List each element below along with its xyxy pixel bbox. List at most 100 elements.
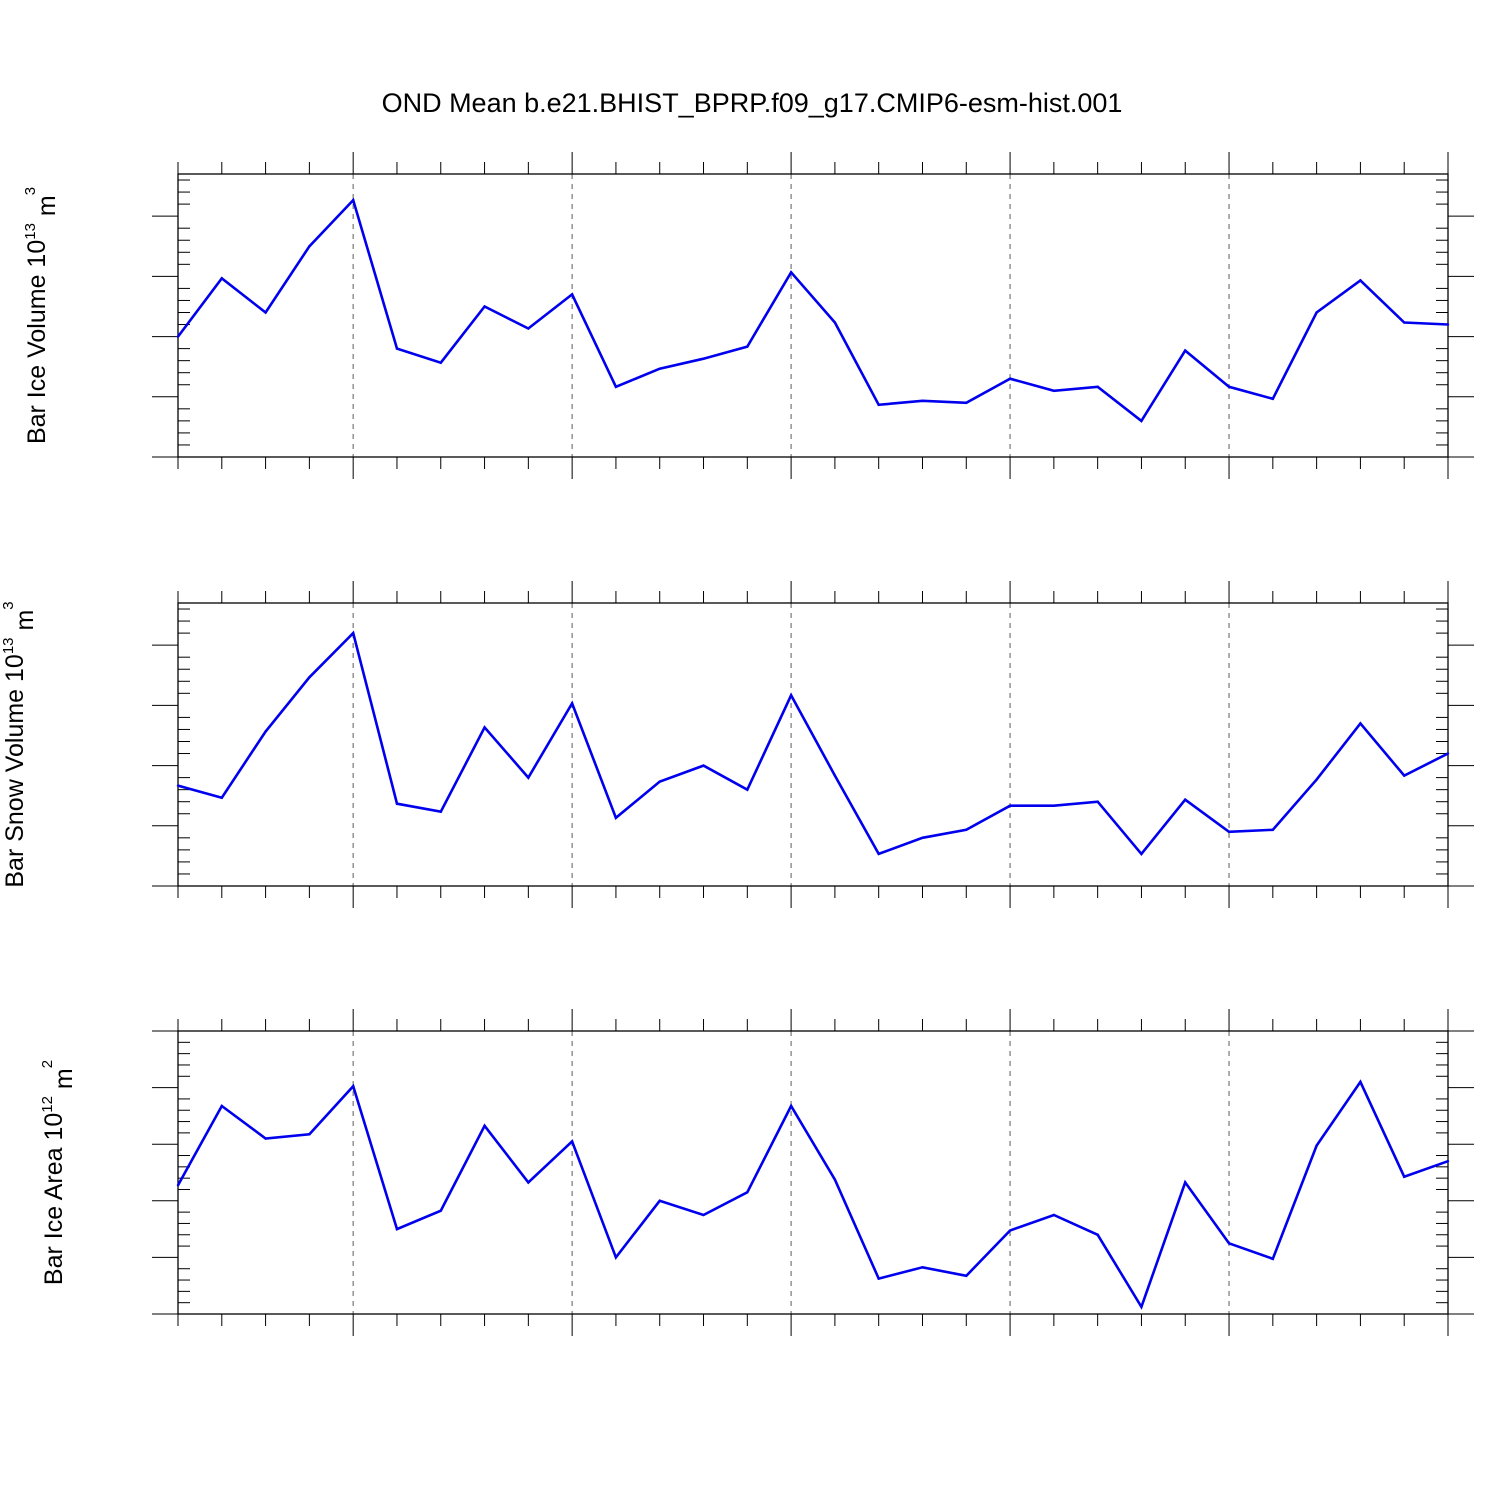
data-point-1883 (264, 311, 267, 314)
data-point-1906 (1271, 397, 1275, 400)
data-point-1882 (220, 796, 223, 799)
data-point-1893 (702, 764, 705, 767)
data-point-1881 (176, 1184, 180, 1187)
data-point-1896 (833, 774, 837, 777)
data-point-1902 (1096, 385, 1099, 388)
data-point-1897 (877, 403, 880, 407)
data-point-1896 (833, 321, 837, 324)
chart-panel-2: Bar Snow Volume 1013 m3 (0, 581, 1474, 908)
data-point-1890 (570, 702, 574, 705)
data-point-1892 (658, 780, 661, 783)
data-point-1883 (264, 1137, 267, 1140)
data-point-1894 (746, 1191, 749, 1194)
data-point-1881 (176, 335, 180, 338)
y-axis-title-unit: m (50, 1068, 78, 1096)
y-axis-title-unit: m (11, 610, 39, 638)
data-point-1892 (658, 1199, 661, 1203)
y-axis-title-unit-sup: 2 (39, 1060, 56, 1068)
data-point-1888 (483, 305, 486, 308)
data-point-1899 (965, 401, 968, 405)
data-point-1891 (614, 385, 618, 388)
y-axis-title-text: Bar Snow Volume 10 (1, 654, 29, 887)
y-axis-title-unit-sup: 3 (0, 601, 17, 609)
data-point-1885 (351, 198, 355, 202)
series-line-3 (176, 1079, 1449, 1310)
y-axis-title-sup: 13 (0, 637, 17, 654)
data-point-1905 (1227, 1242, 1231, 1245)
data-point-1903 (1140, 852, 1143, 856)
data-point-1902 (1096, 800, 1099, 803)
data-point-1884 (308, 676, 311, 679)
y-axis-title-text: Bar Ice Volume 10 (23, 240, 51, 444)
data-point-1894 (746, 788, 749, 791)
y-axis-title-unit: m (33, 195, 61, 223)
data-point-1901 (1052, 389, 1056, 392)
data-point-1893 (702, 1213, 705, 1217)
data-point-1897 (877, 1277, 880, 1280)
data-point-1904 (1184, 349, 1187, 352)
data-point-1904 (1184, 798, 1187, 801)
data-point-1896 (833, 1178, 837, 1181)
data-point-1907 (1315, 1144, 1318, 1147)
data-point-1898 (921, 399, 924, 403)
data-point-1907 (1315, 311, 1318, 314)
data-point-1909 (1403, 774, 1406, 777)
data-point-1908 (1359, 722, 1362, 725)
y-axis-title-sup: 12 (39, 1096, 56, 1113)
data-point-1903 (1140, 419, 1143, 423)
data-point-1893 (702, 357, 705, 360)
data-point-1885 (351, 631, 355, 635)
series-line-1 (176, 197, 1449, 423)
data-point-1886 (395, 1227, 399, 1231)
data-point-1888 (483, 1124, 486, 1128)
data-point-1904 (1184, 1181, 1187, 1184)
data-point-1895 (789, 694, 793, 697)
y-axis-title-text: Bar Ice Area 10 (40, 1113, 68, 1285)
data-point-1885 (351, 1084, 355, 1088)
data-point-1890 (570, 1140, 574, 1143)
data-point-1890 (570, 293, 574, 296)
data-point-1900 (1008, 804, 1012, 807)
data-point-1898 (921, 836, 924, 840)
figure-title: OND Mean b.e21.BHIST_BPRP.f09_g17.CMIP6-… (382, 88, 1123, 118)
data-point-1900 (1008, 1229, 1012, 1232)
data-point-1903 (1140, 1305, 1143, 1309)
y-axis-title: Bar Ice Area 1012 m2 (39, 1060, 78, 1285)
data-point-1883 (264, 730, 267, 733)
data-point-1882 (220, 1104, 223, 1108)
chart-panel-3: Bar Ice Area 1012 m2 (39, 1009, 1474, 1336)
data-point-1886 (395, 347, 399, 350)
data-point-1908 (1359, 1080, 1362, 1084)
data-point-1886 (395, 802, 399, 805)
data-point-1898 (921, 1266, 924, 1269)
data-point-1897 (877, 852, 880, 856)
data-point-1901 (1052, 1213, 1056, 1217)
data-point-1905 (1227, 830, 1231, 834)
data-point-1889 (527, 1181, 530, 1184)
data-point-1891 (614, 816, 618, 819)
data-point-1889 (527, 776, 530, 779)
data-point-1895 (789, 271, 793, 274)
data-point-1899 (965, 828, 968, 832)
data-point-1902 (1096, 1233, 1099, 1236)
data-point-1889 (527, 327, 530, 330)
data-point-1887 (439, 1209, 442, 1212)
y-axis-title-sup: 13 (22, 223, 39, 240)
data-point-1900 (1008, 377, 1012, 380)
data-point-1910 (1446, 1159, 1450, 1163)
plot-frame (177, 173, 1449, 458)
data-point-1882 (220, 277, 223, 280)
data-point-1894 (746, 345, 749, 348)
data-point-1908 (1359, 279, 1362, 282)
y-axis-title-unit-sup: 3 (22, 187, 39, 195)
data-point-1910 (1446, 752, 1450, 755)
y-axis-title: Bar Snow Volume 1013 m3 (0, 601, 39, 887)
series-line-2 (177, 630, 1449, 856)
data-point-1906 (1271, 1257, 1275, 1261)
plot-frame (177, 1030, 1449, 1315)
plot-frame (177, 602, 1449, 887)
data-point-1888 (483, 726, 486, 729)
data-point-1895 (789, 1104, 793, 1108)
data-point-1881 (176, 784, 180, 787)
